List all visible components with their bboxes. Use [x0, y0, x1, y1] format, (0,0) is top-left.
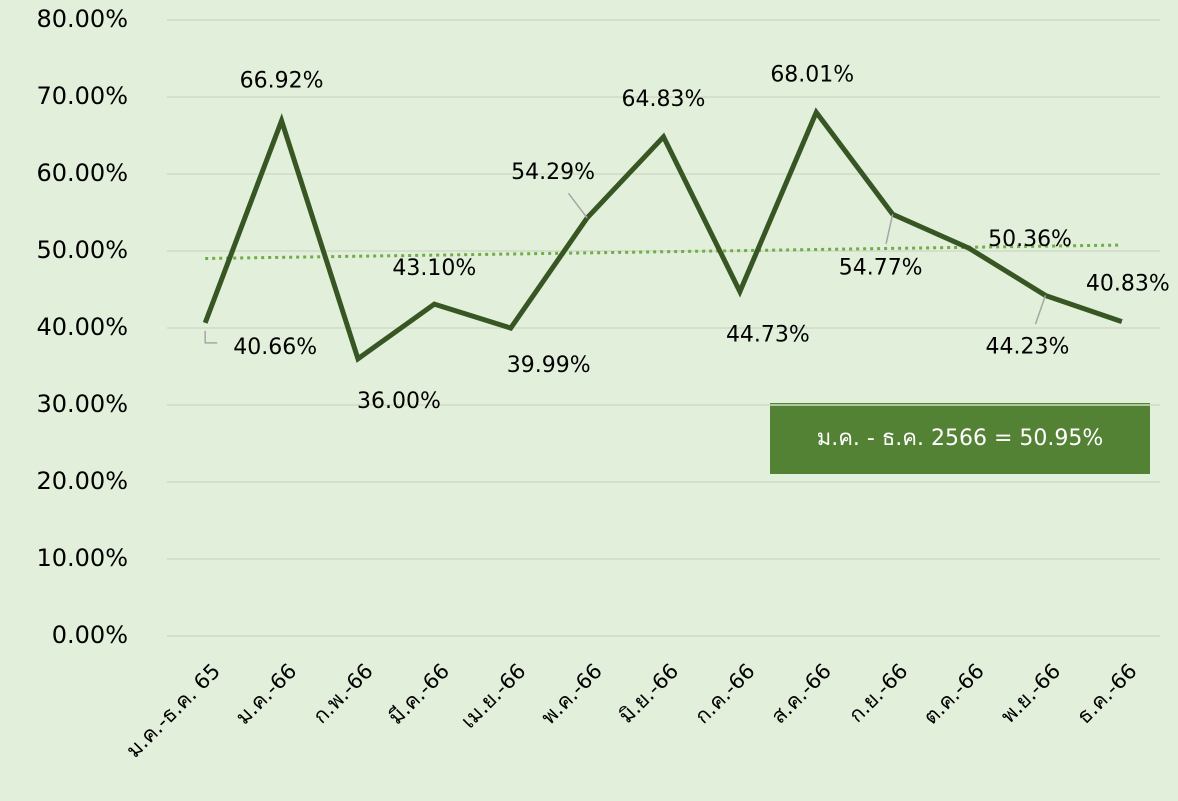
line	[202, 107, 1123, 363]
leader-line	[885, 214, 894, 245]
value-label: 39.99%	[507, 353, 591, 378]
y-tick-label: 40.00%	[36, 313, 128, 341]
y-tick-label: 30.00%	[36, 390, 128, 418]
annotation: ม.ค. - ธ.ค. 2566 = 50.95%	[817, 426, 1104, 451]
y-tick-label: 50.00%	[36, 236, 128, 264]
y-tick-label: 20.00%	[36, 467, 128, 495]
y-tick-label: 60.00%	[36, 159, 128, 187]
y-tick-label: 0.00%	[52, 621, 128, 649]
leader-line	[204, 330, 218, 344]
value-label: 44.23%	[985, 334, 1069, 359]
leader-line	[567, 192, 588, 219]
value-label: 36.00%	[357, 389, 441, 414]
value-label: 50.36%	[988, 227, 1072, 252]
y-tick-label: 80.00%	[36, 5, 128, 33]
value-label: 68.01%	[770, 62, 854, 87]
value-label: 54.77%	[839, 255, 923, 280]
value-label: 64.83%	[622, 87, 706, 112]
value-label: 40.83%	[1086, 272, 1170, 297]
annotation-box	[770, 403, 1150, 474]
leader-line	[1034, 295, 1047, 325]
value-label: 43.10%	[392, 256, 476, 281]
value-label: 66.92%	[240, 69, 324, 94]
value-label: 44.73%	[726, 323, 810, 348]
y-tick-label: 70.00%	[36, 82, 128, 110]
y-tick-label: 10.00%	[36, 544, 128, 572]
value-label: 54.29%	[511, 160, 595, 185]
value-label: 40.66%	[233, 335, 317, 360]
